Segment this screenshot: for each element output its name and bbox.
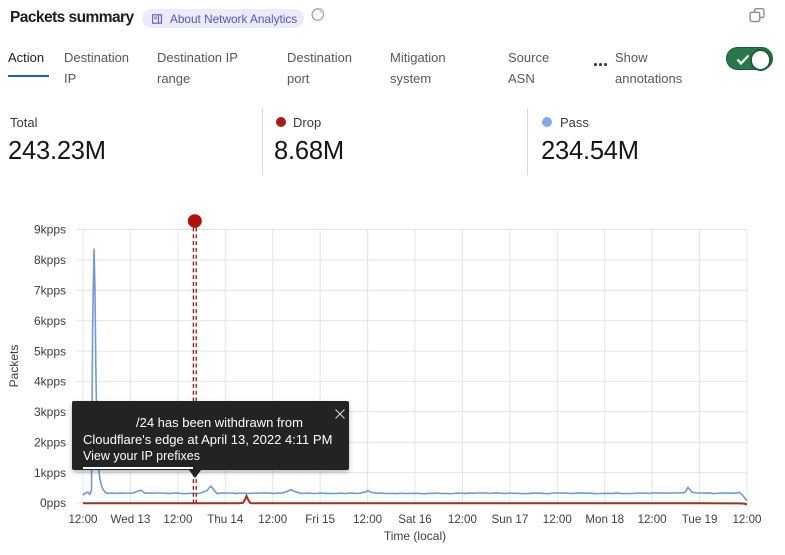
svg-text:Fri 15: Fri 15: [305, 513, 335, 526]
svg-text:3kpps: 3kpps: [34, 405, 66, 419]
svg-text:12:00: 12:00: [732, 513, 761, 526]
svg-text:12:00: 12:00: [448, 513, 477, 526]
svg-text:Mon 18: Mon 18: [585, 513, 624, 526]
svg-text:Tue 19: Tue 19: [682, 513, 718, 526]
svg-text:12:00: 12:00: [68, 513, 97, 526]
svg-text:4kpps: 4kpps: [34, 375, 66, 389]
svg-text:12:00: 12:00: [163, 513, 192, 526]
svg-text:0pps: 0pps: [40, 496, 66, 510]
svg-text:12:00: 12:00: [638, 513, 667, 526]
svg-text:12:00: 12:00: [353, 513, 382, 526]
svg-text:8kpps: 8kpps: [34, 253, 66, 267]
svg-text:5kpps: 5kpps: [34, 344, 66, 358]
svg-text:2kpps: 2kpps: [34, 435, 66, 449]
svg-text:1kpps: 1kpps: [34, 466, 66, 480]
svg-text:9kpps: 9kpps: [34, 223, 66, 237]
svg-text:12:00: 12:00: [543, 513, 572, 526]
svg-text:6kpps: 6kpps: [34, 314, 66, 328]
svg-text:Packets: Packets: [7, 345, 21, 388]
svg-text:Thu 14: Thu 14: [207, 513, 244, 526]
svg-text:7kpps: 7kpps: [34, 284, 66, 298]
svg-text:12:00: 12:00: [258, 513, 287, 526]
svg-text:Sat 16: Sat 16: [398, 513, 432, 526]
svg-text:Sun 17: Sun 17: [492, 513, 529, 526]
svg-text:Time (local): Time (local): [384, 529, 446, 543]
svg-text:Wed 13: Wed 13: [111, 513, 151, 526]
